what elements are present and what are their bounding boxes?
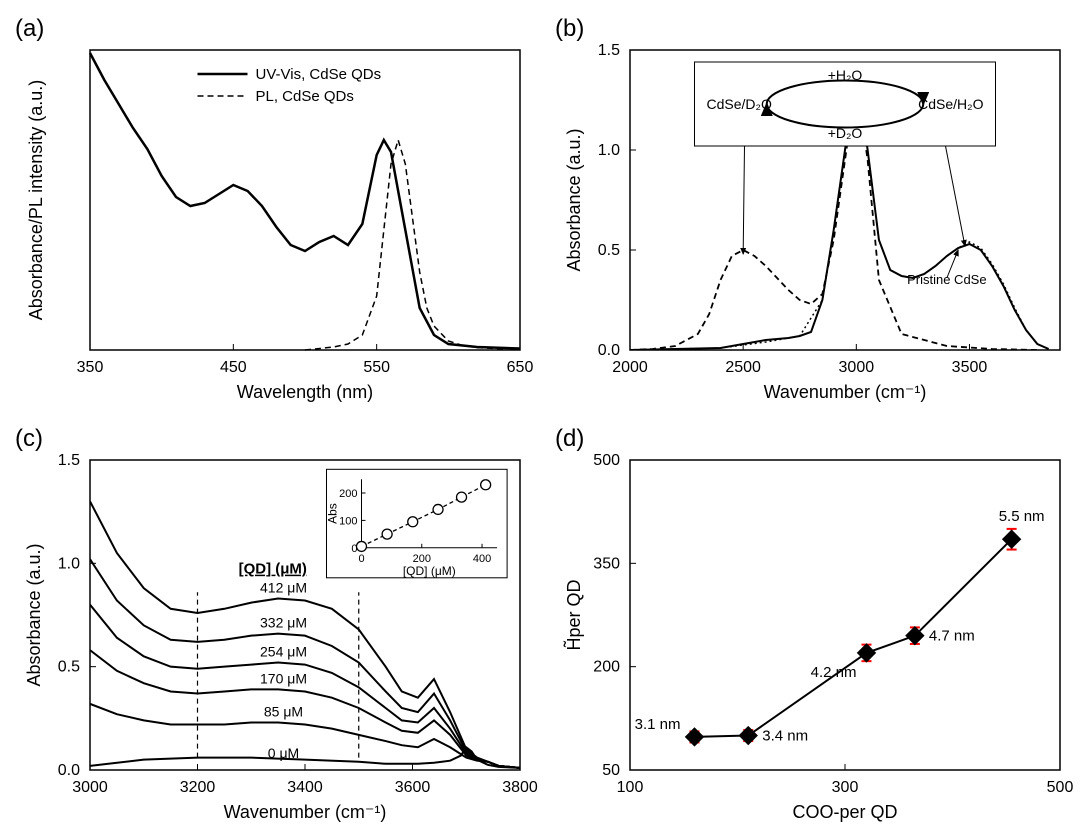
svg-text:0.5: 0.5 bbox=[58, 659, 80, 676]
svg-text:3600: 3600 bbox=[395, 779, 431, 796]
svg-text:200: 200 bbox=[339, 488, 357, 500]
svg-text:COO-per QD: COO-per QD bbox=[792, 802, 897, 822]
svg-text:Wavelength (nm): Wavelength (nm) bbox=[237, 382, 373, 402]
svg-text:1.0: 1.0 bbox=[58, 555, 80, 572]
svg-text:Absorbance (a.u.): Absorbance (a.u.) bbox=[24, 543, 44, 686]
panel-c-label: (c) bbox=[15, 425, 43, 453]
panel-a: (a) 350 450 550 650 Wavelength (nm) Absorbanc… bbox=[10, 10, 540, 410]
panel-b: (b) 2000 2500 3000 3500 0.0 0.5 1.0 1.5 Wavenumb… bbox=[550, 10, 1080, 410]
svg-text:3.4 nm: 3.4 nm bbox=[762, 728, 808, 745]
svg-text:500: 500 bbox=[1047, 779, 1074, 796]
svg-text:85 μM: 85 μM bbox=[264, 703, 303, 719]
svg-text:H̃per QD: H̃per QD bbox=[563, 579, 584, 650]
svg-text:2000: 2000 bbox=[612, 359, 648, 376]
svg-text:0.0: 0.0 bbox=[598, 342, 620, 359]
svg-text:100: 100 bbox=[339, 515, 357, 527]
svg-text:300: 300 bbox=[832, 779, 859, 796]
svg-text:412 μM: 412 μM bbox=[260, 579, 307, 595]
svg-text:[QD] (μM): [QD] (μM) bbox=[403, 564, 456, 578]
svg-text:3.1 nm: 3.1 nm bbox=[635, 716, 681, 733]
svg-text:170 μM: 170 μM bbox=[260, 670, 307, 686]
svg-text:200: 200 bbox=[593, 659, 620, 676]
svg-text:2500: 2500 bbox=[725, 359, 761, 376]
svg-text:Absorbance/PL intensity (a.u.): Absorbance/PL intensity (a.u.) bbox=[26, 80, 46, 320]
svg-text:650: 650 bbox=[507, 359, 534, 376]
svg-text:254 μM: 254 μM bbox=[260, 644, 307, 660]
svg-text:CdSe/H₂O: CdSe/H₂O bbox=[918, 96, 983, 112]
svg-text:UV-Vis, CdSe QDs: UV-Vis, CdSe QDs bbox=[256, 66, 382, 83]
svg-text:0.5: 0.5 bbox=[598, 242, 620, 259]
svg-text:1.5: 1.5 bbox=[598, 42, 620, 59]
svg-text:Pristine CdSe: Pristine CdSe bbox=[907, 272, 986, 287]
svg-text:1.5: 1.5 bbox=[58, 452, 80, 469]
panel-d-label: (d) bbox=[555, 425, 584, 453]
svg-text:450: 450 bbox=[220, 359, 247, 376]
svg-text:PL, CdSe QDs: PL, CdSe QDs bbox=[256, 88, 354, 105]
panel-a-label: (a) bbox=[15, 15, 44, 43]
svg-text:400: 400 bbox=[473, 553, 491, 565]
svg-text:50: 50 bbox=[602, 762, 620, 779]
svg-text:3000: 3000 bbox=[72, 779, 108, 796]
svg-text:350: 350 bbox=[77, 359, 104, 376]
svg-text:[QD] (μM): [QD] (μM) bbox=[239, 561, 307, 578]
svg-text:350: 350 bbox=[593, 555, 620, 572]
panel-c-svg: 3000 3200 3400 3600 3800 0.0 0.5 1.0 1.5 Wavenumb… bbox=[10, 420, 540, 830]
svg-text:Wavenumber (cm⁻¹): Wavenumber (cm⁻¹) bbox=[764, 382, 927, 402]
svg-text:5.5 nm: 5.5 nm bbox=[999, 508, 1045, 525]
svg-text:1.0: 1.0 bbox=[598, 142, 620, 159]
svg-text:0: 0 bbox=[358, 553, 364, 565]
svg-text:Abs: Abs bbox=[326, 503, 340, 524]
panel-c: (c) 3000 3200 3400 3600 3800 0.0 0.5 1.0 1.5 Wave… bbox=[10, 420, 540, 830]
panel-a-svg: 350 450 550 650 Wavelength (nm) Absorbance/PL… bbox=[10, 10, 540, 410]
svg-text:3400: 3400 bbox=[287, 779, 323, 796]
svg-text:4.7 nm: 4.7 nm bbox=[929, 628, 975, 645]
svg-text:500: 500 bbox=[593, 452, 620, 469]
svg-text:0 μM: 0 μM bbox=[268, 745, 299, 761]
figure-grid: (a) 350 450 550 650 Wavelength (nm) Absorbanc… bbox=[10, 10, 1080, 830]
svg-text:100: 100 bbox=[617, 779, 644, 796]
svg-text:CdSe/D₂O: CdSe/D₂O bbox=[707, 96, 772, 112]
svg-text:Absorbance (a.u.): Absorbance (a.u.) bbox=[564, 128, 584, 271]
svg-text:4.2 nm: 4.2 nm bbox=[811, 664, 857, 681]
panel-b-label: (b) bbox=[555, 15, 584, 43]
panel-d-svg: 100 300 500 50 200 350 500 COO-per QD H̃per QD 3.… bbox=[550, 420, 1080, 830]
svg-text:Wavenumber (cm⁻¹): Wavenumber (cm⁻¹) bbox=[224, 802, 387, 822]
svg-text:3200: 3200 bbox=[180, 779, 216, 796]
svg-text:550: 550 bbox=[363, 359, 390, 376]
svg-text:3500: 3500 bbox=[952, 359, 988, 376]
svg-text:3800: 3800 bbox=[502, 779, 538, 796]
svg-text:3000: 3000 bbox=[839, 359, 875, 376]
svg-text:332 μM: 332 μM bbox=[260, 615, 307, 631]
panel-b-svg: 2000 2500 3000 3500 0.0 0.5 1.0 1.5 Wavenumber (… bbox=[550, 10, 1080, 410]
svg-text:0.0: 0.0 bbox=[58, 762, 80, 779]
panel-d: (d) 100 300 500 50 200 350 500 COO-per QD H̃per … bbox=[550, 420, 1080, 830]
